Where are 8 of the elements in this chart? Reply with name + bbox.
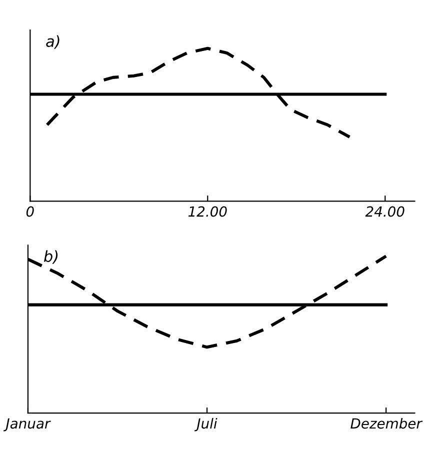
x-tick-label: Juli xyxy=(194,418,218,432)
x-tick-label: 24.00 xyxy=(365,206,404,217)
chart-title: b) xyxy=(44,250,58,264)
x-tick-label: 12.00 xyxy=(188,206,227,217)
x-tick-label: Januar xyxy=(3,418,51,432)
x-tick-label: 0 xyxy=(26,206,34,217)
chart-title: a) xyxy=(46,35,60,49)
x-tick-label: Dezember xyxy=(350,418,423,429)
